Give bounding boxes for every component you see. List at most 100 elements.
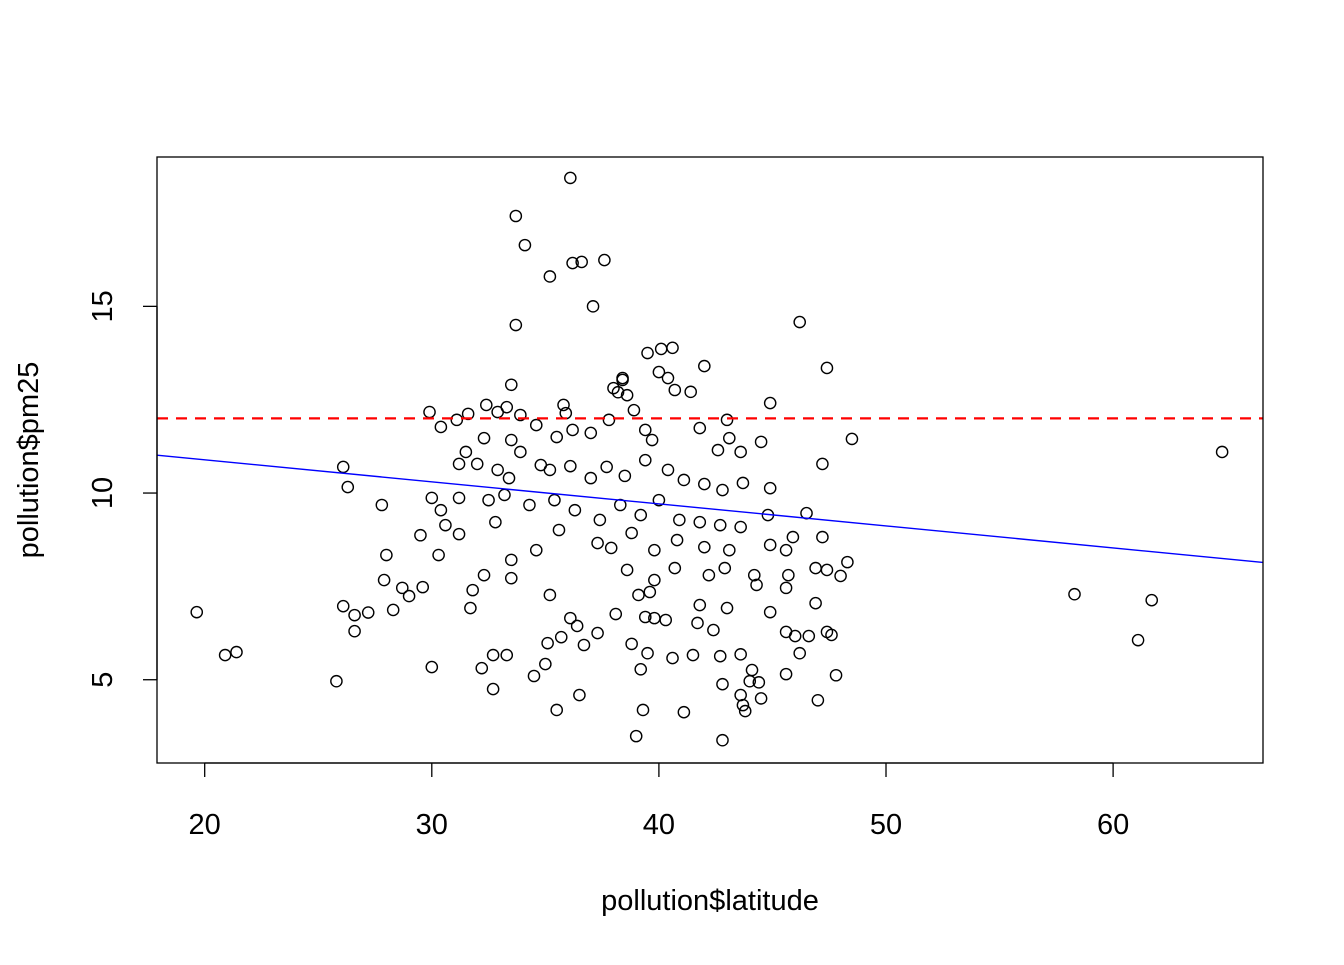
- data-point: [723, 543, 736, 557]
- data-point: [745, 663, 759, 677]
- data-point: [754, 435, 768, 449]
- data-point: [763, 481, 777, 495]
- y-tick-label: 15: [87, 290, 119, 322]
- data-point: [500, 648, 514, 662]
- data-point: [684, 385, 697, 399]
- data-point: [713, 649, 727, 663]
- data-point: [638, 453, 652, 467]
- data-point: [523, 498, 536, 512]
- data-point: [570, 619, 584, 633]
- data-point: [654, 342, 668, 356]
- data-point: [554, 630, 568, 644]
- data-point: [591, 626, 604, 640]
- data-point: [377, 573, 391, 587]
- data-point: [711, 443, 725, 457]
- data-point: [543, 270, 557, 283]
- data-point: [618, 469, 632, 483]
- data-point: [604, 541, 618, 555]
- data-point: [330, 674, 343, 688]
- data-point: [375, 498, 389, 512]
- data-point: [648, 543, 661, 557]
- data-point: [452, 457, 466, 471]
- data-point: [477, 431, 491, 445]
- x-tick-label: 60: [1097, 809, 1129, 841]
- data-point: [218, 648, 232, 662]
- data-point: [666, 341, 679, 355]
- data-point: [691, 616, 704, 630]
- data-point: [625, 637, 638, 651]
- data-point: [500, 400, 514, 414]
- data-point: [386, 603, 400, 617]
- data-point: [577, 638, 591, 652]
- data-point: [702, 568, 716, 582]
- data-point: [434, 420, 448, 434]
- plot-frame: [156, 156, 1264, 764]
- data-point: [541, 636, 554, 650]
- data-point: [752, 676, 766, 689]
- x-tick-label: 30: [416, 809, 448, 841]
- data-point: [380, 548, 393, 562]
- data-point: [716, 483, 729, 497]
- data-point: [230, 645, 243, 659]
- data-point: [414, 528, 427, 542]
- data-point: [620, 563, 634, 577]
- data-point: [480, 398, 493, 412]
- data-point: [504, 378, 518, 392]
- data-point: [395, 581, 409, 595]
- data-point: [423, 405, 436, 419]
- data-point: [782, 568, 795, 582]
- data-point: [809, 561, 822, 575]
- data-point: [716, 677, 729, 691]
- data-point: [432, 548, 445, 562]
- data-point: [638, 610, 652, 624]
- data-point: [498, 488, 511, 502]
- data-point: [504, 433, 518, 447]
- data-point: [548, 493, 561, 507]
- data-point: [816, 457, 829, 471]
- data-point: [716, 733, 729, 747]
- data-point: [723, 431, 736, 445]
- data-point: [652, 493, 666, 507]
- data-point: [543, 588, 557, 602]
- y-axis: 5 10 15: [87, 290, 158, 688]
- data-point: [793, 646, 807, 660]
- data-point: [634, 508, 648, 522]
- data-point: [348, 624, 361, 638]
- data-point: [450, 413, 464, 427]
- data-point: [659, 613, 673, 627]
- data-point: [829, 668, 843, 682]
- data-point: [668, 561, 682, 575]
- data-point: [1215, 445, 1229, 459]
- data-point: [470, 457, 484, 471]
- data-point: [586, 300, 600, 313]
- data-point: [509, 209, 523, 223]
- data-point: [584, 426, 598, 440]
- data-point: [593, 513, 607, 527]
- data-point: [543, 463, 557, 477]
- data-point: [573, 688, 586, 702]
- data-point: [489, 515, 502, 529]
- data-point: [1145, 593, 1159, 607]
- data-point: [845, 432, 859, 446]
- data-point: [564, 459, 577, 473]
- data-point: [514, 408, 527, 422]
- data-point: [698, 359, 711, 373]
- data-point: [811, 693, 825, 707]
- y-tick-label: 10: [87, 477, 119, 509]
- data-point: [552, 523, 566, 537]
- data-point: [602, 413, 616, 427]
- data-point: [566, 256, 579, 270]
- data-point: [575, 255, 588, 269]
- regression-line: [156, 454, 1264, 564]
- data-point: [670, 533, 684, 547]
- data-point: [425, 660, 439, 674]
- data-point: [841, 555, 854, 569]
- data-point: [834, 569, 847, 583]
- data-point: [475, 661, 489, 675]
- data-point: [809, 596, 822, 610]
- data-point: [557, 398, 570, 412]
- data-point: [502, 471, 516, 485]
- data-point: [568, 503, 582, 517]
- data-point: [491, 463, 504, 477]
- data-point: [779, 667, 793, 681]
